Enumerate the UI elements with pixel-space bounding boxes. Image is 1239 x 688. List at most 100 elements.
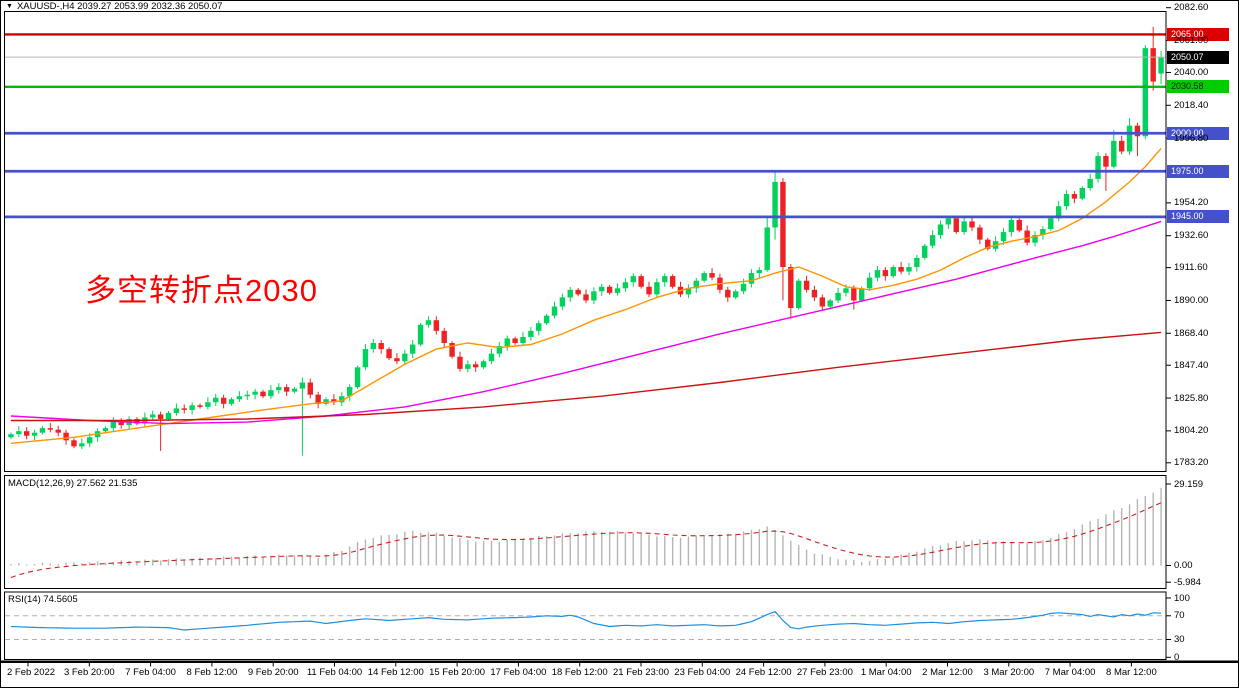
candle-body [291, 388, 298, 392]
candle-body [31, 432, 38, 436]
candle-body [1103, 156, 1109, 167]
candle-body [536, 323, 542, 331]
annotation-text[interactable]: 多空转折点2030 [85, 273, 318, 308]
candle-body [457, 356, 463, 369]
candle-body [39, 428, 46, 433]
candle-body [512, 338, 518, 344]
symbol-dropdown-icon[interactable]: ▼ [6, 3, 13, 10]
rsi-tick-label: 0 [1174, 651, 1180, 663]
candle-body [346, 387, 353, 397]
candle-body [725, 289, 731, 298]
candle-body [898, 267, 904, 272]
candle-body [693, 280, 699, 289]
candle-body [551, 306, 558, 316]
candle-body [260, 391, 266, 397]
candle-body [811, 289, 818, 298]
time-label: 8 Feb 12:00 [186, 667, 238, 678]
candle-body [599, 286, 605, 292]
candle-body [220, 397, 227, 404]
candle-body [236, 396, 243, 400]
candle-body [1079, 187, 1085, 199]
candle-body [1008, 219, 1015, 233]
candle-body [772, 181, 778, 228]
candle-body [945, 218, 952, 225]
candle-body [189, 405, 195, 410]
candle-body [213, 397, 219, 403]
candle-body [386, 349, 392, 359]
candle-body [890, 267, 896, 277]
candle-body [662, 276, 668, 283]
rsi-tick-label: 70 [1174, 610, 1185, 622]
time-axis-separator [1, 660, 1238, 663]
candle-body [441, 330, 447, 344]
candle-body [701, 273, 707, 281]
candle-body [843, 288, 849, 293]
candle-body [1063, 194, 1070, 207]
candle-body [961, 221, 967, 233]
candle-body [16, 431, 22, 435]
candle-body [315, 394, 321, 404]
candle-body [394, 358, 400, 362]
candle-body [55, 429, 61, 433]
ma-medium-line[interactable] [10, 220, 1162, 425]
macd-signal-line[interactable] [10, 502, 1162, 579]
candle-body [307, 382, 313, 395]
candle-body [110, 422, 117, 429]
candle-body [173, 408, 180, 413]
candle-body [1071, 194, 1078, 199]
ma-fast-line[interactable] [10, 148, 1162, 444]
price-badge-2065.00: 2065.00 [1167, 27, 1229, 41]
price-tick-label: 2061.00 [1174, 35, 1209, 47]
price-tick-label: 2082.60 [1174, 2, 1209, 14]
candle-body [969, 221, 975, 228]
candle-body [244, 394, 250, 397]
price-tick-label: 2018.40 [1174, 99, 1209, 111]
candle-body [1126, 125, 1133, 152]
main-panel-border [4, 11, 1167, 472]
candle-body [1048, 218, 1054, 230]
candle-body [228, 399, 235, 404]
candle-body [409, 344, 416, 354]
candle-body [630, 276, 636, 283]
candle-body [559, 297, 566, 307]
rsi-line[interactable] [10, 610, 1162, 631]
candle-body [63, 432, 69, 441]
candle-body [1055, 206, 1062, 219]
candle-body [985, 239, 991, 249]
candle-body [835, 292, 841, 301]
time-label: 14 Feb 12:00 [367, 667, 424, 678]
candle-body [922, 245, 928, 258]
candle-body [748, 273, 755, 284]
candle-body [614, 288, 621, 293]
candle-body [283, 387, 290, 392]
candle-body [276, 387, 282, 391]
macd-indicator-label: MACD(12,26,9) 27.562 21.535 [8, 478, 138, 489]
candle-body [1087, 178, 1093, 188]
time-label: 2 Mar 12:00 [922, 667, 973, 678]
candle-body [851, 288, 857, 301]
price-tick-label: 1911.60 [1174, 262, 1208, 274]
candle-body [575, 289, 581, 295]
ma-slow-line[interactable] [10, 331, 1162, 422]
candle-body [1158, 57, 1164, 74]
time-label: 2 Feb 2022 [7, 667, 56, 678]
time-label: 27 Feb 23:00 [796, 667, 853, 678]
candle-body [953, 218, 959, 233]
rsi-indicator-label: RSI(14) 74.5605 [8, 594, 78, 605]
candle-body [914, 257, 920, 268]
candle-body [417, 324, 424, 345]
candle-body [788, 267, 794, 309]
candle-body [488, 353, 495, 362]
candle-body [528, 330, 534, 337]
price-tick-label: 1804.20 [1174, 425, 1209, 437]
candle-body [1118, 140, 1125, 152]
price-badge-1945.00: 1945.00 [1167, 210, 1229, 224]
candle-body [402, 353, 408, 362]
candle-body [583, 294, 589, 301]
candle-body [197, 405, 203, 407]
candle-body [1095, 156, 1101, 179]
candle-body [709, 273, 715, 278]
candle-body [1134, 125, 1141, 137]
candle-body [866, 277, 873, 289]
